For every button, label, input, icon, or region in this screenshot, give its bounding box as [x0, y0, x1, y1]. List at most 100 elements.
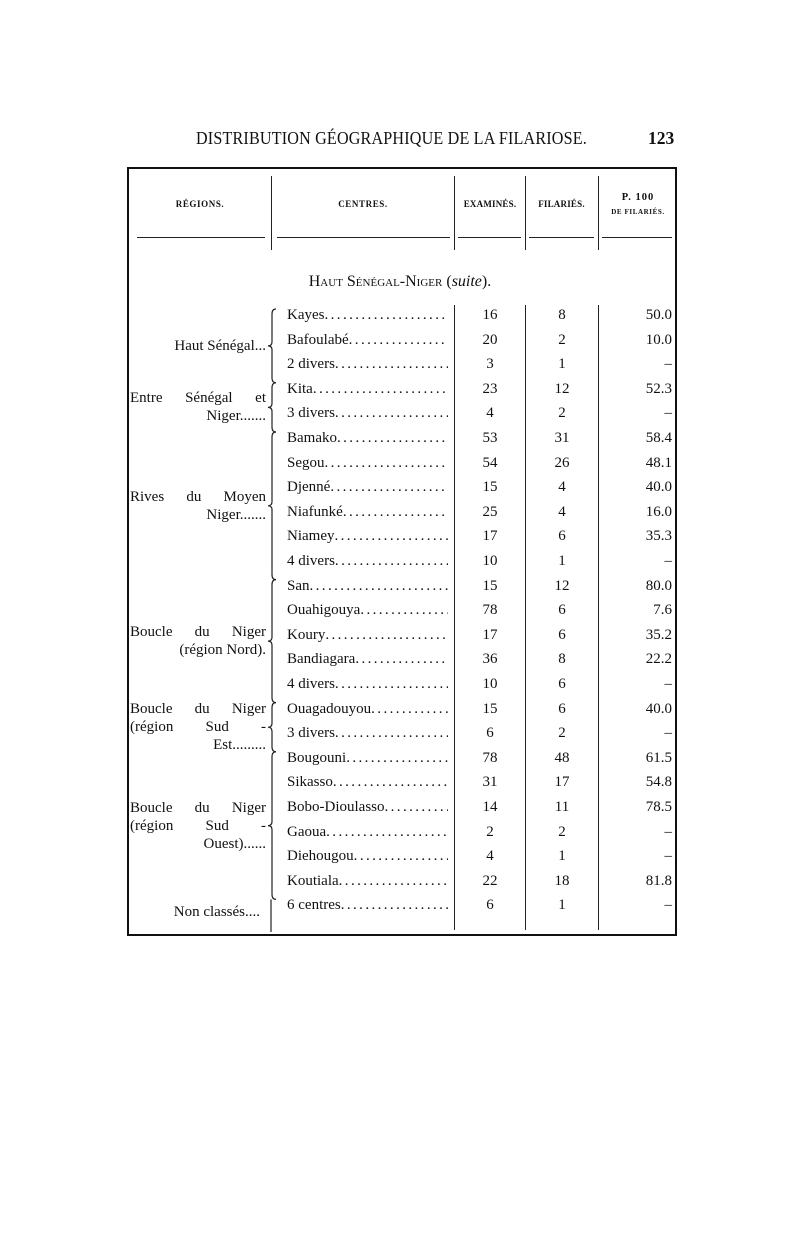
region-label: Rives du Moyen Niger....... — [130, 488, 266, 524]
centre-name: Bafoulabé — [287, 331, 349, 348]
examines-cell: 22 — [482, 872, 498, 889]
dot-leader: ........................................… — [334, 553, 448, 569]
examines-cell: 78 — [482, 602, 498, 619]
p100-cell: – — [664, 848, 673, 865]
centre-cell: Gaoua...................................… — [287, 824, 448, 841]
p100-cell: 35.3 — [645, 528, 672, 545]
table-row: Kayes...................................… — [0, 307, 800, 331]
table-row: Koury...................................… — [0, 627, 800, 651]
centre-name: Bandiagara — [287, 651, 356, 668]
header-column-rule — [454, 176, 456, 250]
filaries-cell: 6 — [558, 602, 566, 619]
filaries-cell: 26 — [554, 454, 570, 471]
p100-cell: 81.8 — [645, 872, 672, 889]
table-row: Niafunké................................… — [0, 504, 800, 528]
data-table — [127, 167, 677, 936]
p100-cell: 80.0 — [645, 577, 672, 594]
examines-cell: 53 — [482, 430, 498, 446]
centre-name: Kita — [287, 380, 313, 397]
p100-cell: – — [664, 897, 673, 914]
p100-cell: – — [664, 725, 673, 742]
examines-cell: 23 — [482, 380, 498, 397]
centre-cell: 3 divers................................… — [287, 405, 448, 422]
p100-cell: 40.0 — [645, 700, 672, 717]
centre-name: 4 divers — [287, 676, 335, 692]
dot-leader: ........................................… — [334, 405, 448, 422]
region-label-line: Niger....... — [206, 506, 266, 523]
examines-cell: 2 — [486, 823, 494, 840]
p100-cell: – — [664, 553, 673, 569]
centre-name: Ouagadouyou — [287, 700, 372, 717]
region-label-line: Ouest)...... — [203, 835, 267, 852]
filaries-cell: 2 — [558, 725, 566, 742]
header-regions: RÉGIONS. — [175, 199, 225, 209]
filaries-cell: 1 — [558, 356, 566, 373]
table-row: Bobo-Dioulasso..........................… — [0, 799, 800, 823]
examines-cell: 17 — [482, 626, 498, 643]
filaries-cell: 6 — [558, 700, 566, 717]
p100-cell: 10.0 — [645, 331, 672, 348]
centre-name: Niamey — [287, 528, 335, 545]
examines-cell: 15 — [482, 479, 498, 496]
region-label: Boucle du Niger (région Sud - Ouest)...... — [130, 799, 266, 853]
filaries-cell: 6 — [558, 626, 566, 643]
section-title-main: Haut Sénégal-Niger — [308, 273, 443, 290]
filaries-cell: 4 — [558, 503, 566, 520]
centre-name: 3 divers — [287, 405, 335, 422]
filaries-cell: 1 — [558, 897, 566, 914]
p100-cell: – — [664, 823, 673, 840]
dot-leader: ........................................… — [312, 380, 448, 397]
filaries-cell: 6 — [558, 528, 566, 545]
centre-cell: San.....................................… — [287, 578, 448, 595]
dot-leader: ........................................… — [371, 700, 448, 717]
examines-cell: 4 — [486, 848, 494, 865]
dot-leader: ........................................… — [334, 356, 448, 373]
examines-cell: 31 — [482, 774, 498, 791]
table-row: Ouahigouya..............................… — [0, 602, 800, 626]
p100-cell: 35.2 — [645, 626, 672, 643]
centre-name: Djenné — [287, 479, 331, 496]
table-row: San.....................................… — [0, 578, 800, 602]
table-row: Diehougou...............................… — [0, 848, 800, 872]
examines-cell: 15 — [482, 700, 498, 717]
centre-cell: 4 divers................................… — [287, 553, 448, 570]
table-row: Bamako..................................… — [0, 430, 800, 454]
p100-cell: 16.0 — [645, 503, 672, 520]
centre-cell: 6 centres...............................… — [287, 897, 448, 914]
header-filaries: FILARIÉS. — [538, 199, 585, 209]
table-row: Bougouni................................… — [0, 750, 800, 774]
filaries-cell: 1 — [558, 553, 566, 569]
centre-cell: Bobo-Dioulasso..........................… — [287, 799, 448, 816]
centre-cell: 3 divers................................… — [287, 725, 448, 742]
header-underline — [137, 237, 265, 239]
filaries-cell: 18 — [554, 872, 570, 889]
region-label-line: Boucle du Niger — [130, 701, 266, 718]
filaries-cell: 6 — [558, 676, 566, 692]
dot-leader: ........................................… — [384, 799, 449, 815]
p100-cell: – — [664, 405, 673, 422]
centre-name: Ouahigouya — [287, 602, 361, 619]
dot-leader: ........................................… — [309, 577, 449, 594]
header-centres: CENTRES. — [338, 199, 388, 209]
centre-cell: Djenné..................................… — [287, 479, 448, 496]
region-label: Boucle du Niger (région Nord). — [130, 623, 266, 659]
p100-cell: 54.8 — [645, 774, 672, 791]
centre-name: Diehougou — [287, 848, 354, 865]
filaries-cell: 8 — [558, 651, 566, 668]
region-label-line: Entre Sénégal et — [130, 390, 266, 407]
region-label: Entre Sénégal et Niger....... — [130, 389, 266, 425]
examines-cell: 36 — [482, 651, 498, 668]
p100-cell: 50.0 — [645, 307, 672, 323]
examines-cell: 4 — [486, 405, 494, 422]
region-label-line: (région Nord). — [179, 642, 266, 659]
table-row: Segou...................................… — [0, 455, 800, 479]
region-label-line: Boucle du Niger — [130, 799, 266, 816]
examines-cell: 15 — [482, 577, 498, 594]
header-column-rule — [271, 176, 273, 250]
dot-leader: ........................................… — [324, 454, 449, 471]
centre-cell: Ouagadouyou.............................… — [287, 701, 448, 718]
p100-cell: 40.0 — [645, 479, 672, 496]
centre-cell: Ouahigouya..............................… — [287, 602, 448, 619]
section-title: Haut Sénégal-Niger (suite). — [308, 273, 492, 290]
dot-leader: ........................................… — [326, 823, 448, 840]
